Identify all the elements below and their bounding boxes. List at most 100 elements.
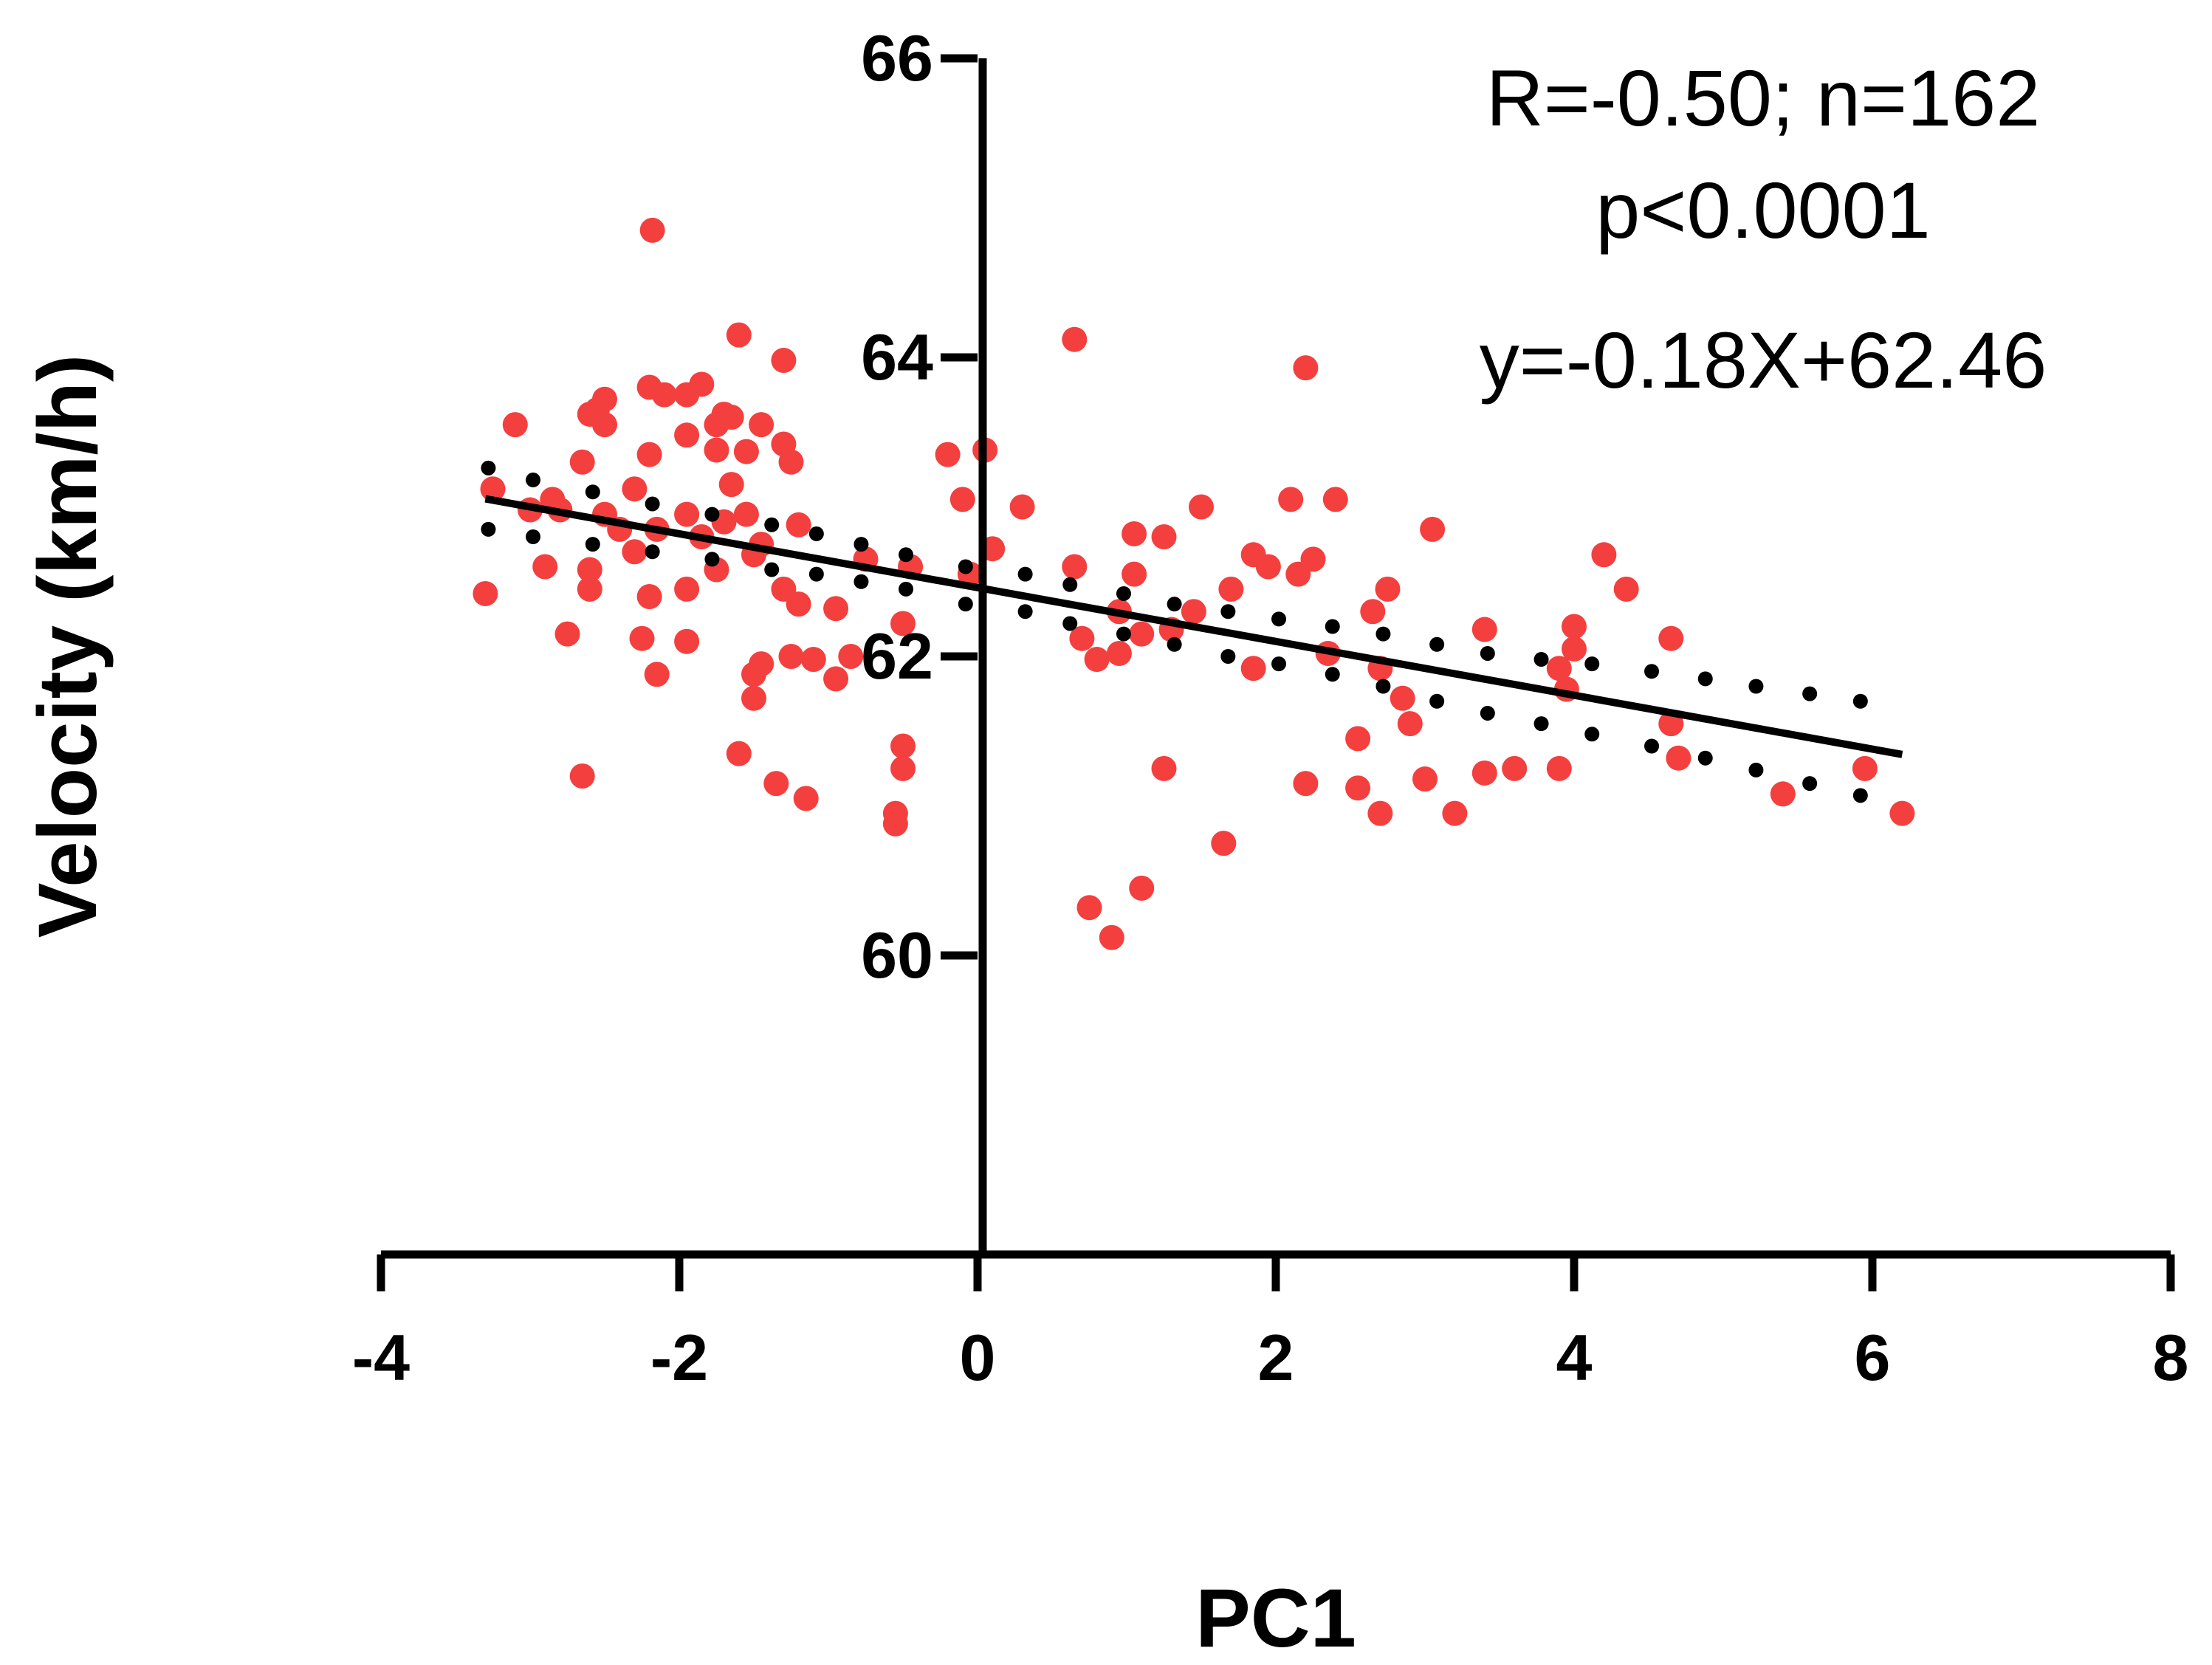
predicted-point: [958, 597, 973, 612]
predicted-point: [899, 581, 914, 597]
predicted-point: [1167, 597, 1182, 612]
observed-point: [1546, 656, 1572, 682]
observed-point: [532, 554, 558, 580]
predicted-point: [1375, 626, 1391, 642]
x-tick-label: -4: [352, 1321, 410, 1394]
stats-annotation-equation: y=-0.18X+62.46: [1480, 315, 2047, 405]
observed-point: [882, 811, 908, 837]
observed-point: [1360, 599, 1386, 625]
observed-point: [1397, 711, 1423, 737]
observed-point: [800, 647, 826, 673]
predicted-point: [1852, 693, 1868, 709]
predicted-point: [764, 517, 780, 532]
observed-point: [823, 596, 849, 622]
observed-point: [741, 685, 766, 711]
observed-point: [1546, 755, 1572, 781]
observed-point: [786, 512, 811, 538]
predicted-point: [808, 566, 824, 582]
predicted-point: [1802, 776, 1818, 792]
observed-point: [569, 449, 595, 475]
predicted-point: [1325, 667, 1340, 682]
x-tick-label: -2: [650, 1321, 708, 1394]
observed-point: [786, 591, 811, 617]
observed-point: [1562, 614, 1587, 639]
predicted-point: [764, 562, 780, 577]
observed-point: [1442, 800, 1468, 826]
y-axis-title: Velocity (km/h): [21, 354, 114, 938]
predicted-point: [1584, 656, 1600, 672]
predicted-point: [1220, 649, 1236, 664]
predicted-point: [1697, 671, 1713, 687]
observed-point: [1852, 755, 1878, 781]
predicted-point: [1271, 656, 1287, 672]
predicted-point: [958, 559, 973, 574]
observed-point: [674, 382, 700, 408]
observed-point: [1122, 561, 1147, 587]
predicted-point: [704, 507, 720, 522]
predicted-point: [1748, 679, 1764, 694]
observed-point: [674, 422, 700, 448]
x-tick-label: 6: [1855, 1321, 1891, 1394]
observed-point: [674, 501, 700, 527]
predicted-point: [1116, 626, 1131, 642]
observed-point: [733, 501, 759, 527]
observed-point: [1345, 775, 1371, 801]
observed-point: [1122, 521, 1147, 546]
observed-point: [674, 576, 700, 602]
predicted-point: [1325, 619, 1340, 634]
stats-annotation-r-n: R=-0.50; n=162: [1486, 53, 2041, 143]
observed-point: [622, 476, 648, 502]
predicted-point: [1480, 705, 1495, 721]
observed-point: [639, 217, 665, 243]
observed-point: [823, 666, 849, 692]
observed-point: [1076, 895, 1102, 921]
y-tick-label: 66: [861, 21, 933, 95]
predicted-point: [526, 473, 541, 488]
observed-point: [592, 412, 617, 438]
observed-point: [1106, 640, 1132, 666]
predicted-point: [1802, 686, 1818, 701]
observed-point: [763, 771, 789, 797]
observed-point: [577, 576, 602, 602]
observed-point: [502, 412, 528, 438]
observed-point: [636, 442, 662, 467]
observed-point: [1211, 831, 1237, 856]
observed-point: [1666, 745, 1691, 771]
observed-point: [1367, 800, 1393, 826]
observed-point: [644, 662, 670, 687]
observed-point: [1218, 576, 1244, 602]
observed-point: [1129, 875, 1155, 901]
observed-point: [890, 755, 916, 781]
observed-point: [1375, 576, 1401, 602]
regression-line: [484, 495, 1903, 758]
observed-point: [1502, 755, 1528, 781]
observed-point: [935, 442, 961, 467]
observed-point: [1255, 554, 1281, 580]
observed-point: [749, 412, 774, 438]
predicted-point: [1062, 616, 1078, 631]
predicted-point: [1167, 636, 1182, 652]
observed-point: [480, 476, 506, 502]
observed-point: [577, 557, 602, 583]
observed-point: [1285, 561, 1311, 587]
predicted-point: [1429, 693, 1445, 709]
predicted-point: [853, 537, 869, 552]
observed-point: [569, 763, 595, 789]
predicted-point: [1584, 727, 1600, 742]
observed-point: [1293, 355, 1319, 381]
observed-point: [1889, 800, 1915, 826]
observed-point: [1151, 755, 1177, 781]
observed-point: [622, 539, 648, 565]
predicted-point: [899, 547, 914, 563]
predicted-point: [1533, 652, 1549, 667]
predicted-point: [1748, 762, 1764, 777]
predicted-point: [1062, 577, 1078, 592]
observed-point: [726, 741, 752, 766]
predicted-point: [1644, 664, 1660, 679]
y-tick-label: 60: [861, 919, 933, 992]
x-tick-label: 0: [960, 1321, 996, 1394]
observed-point: [1412, 766, 1438, 792]
observed-point: [1189, 494, 1214, 520]
observed-point: [778, 449, 804, 475]
